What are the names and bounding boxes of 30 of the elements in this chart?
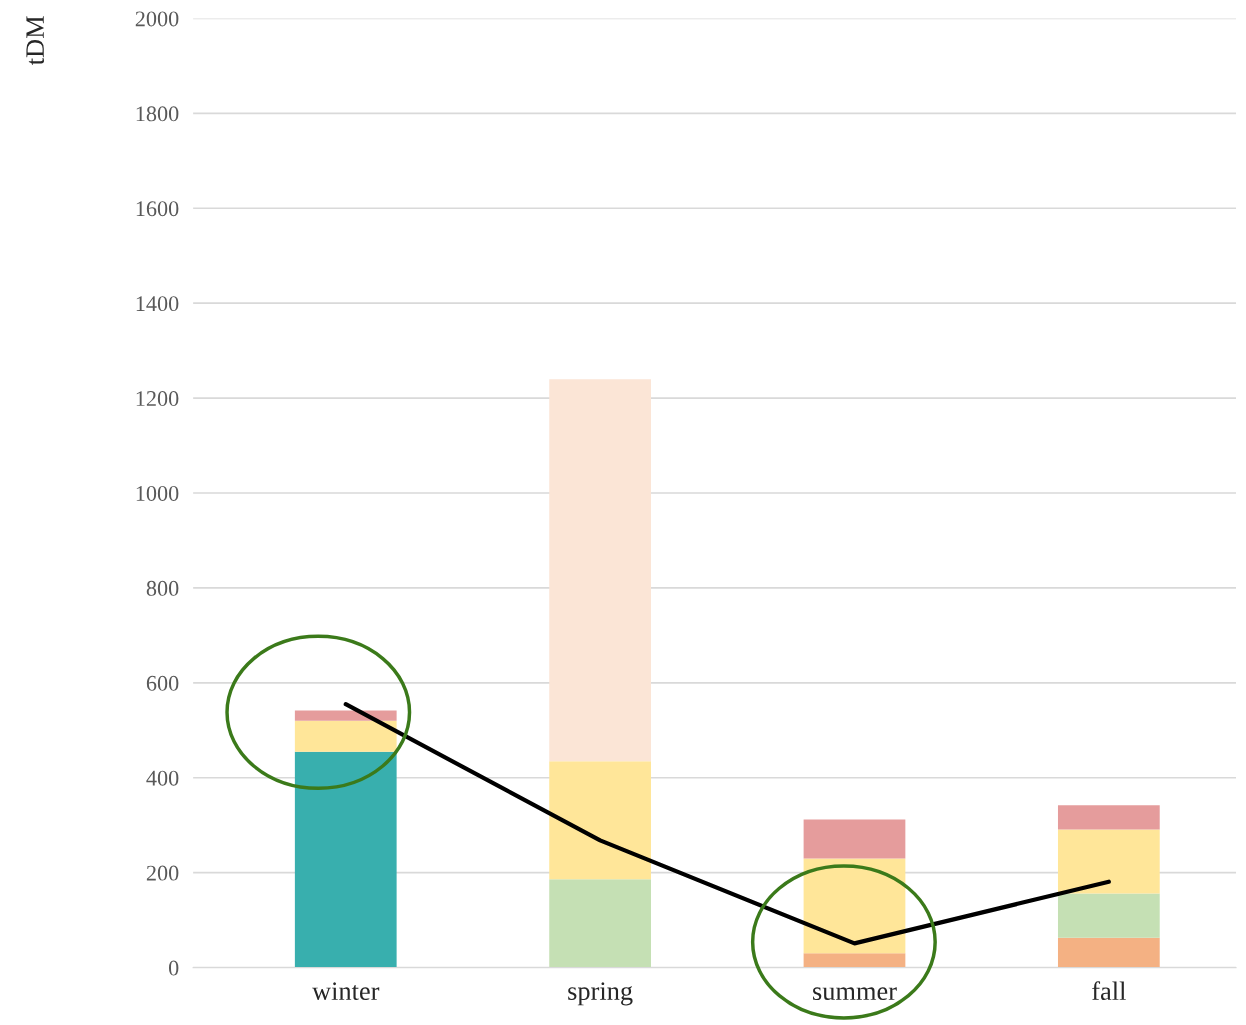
x-tick-label: fall (1092, 981, 1126, 1001)
bar (294, 710, 397, 721)
x-tick-label: spring (568, 982, 633, 1006)
bar (1057, 805, 1160, 830)
bar (549, 761, 651, 880)
x-tick-label: winter (312, 982, 380, 1001)
y-tick-label: 1600 (136, 201, 179, 217)
y-tick-label: 1800 (136, 106, 179, 122)
y-tick-label: 0 (168, 960, 179, 976)
y-axis-title: tDM (26, 16, 44, 65)
bar (549, 879, 651, 968)
y-tick-label: 800 (146, 580, 179, 596)
x-tick-label: summer (813, 987, 897, 1001)
bar (1057, 937, 1160, 968)
bar (1057, 893, 1160, 938)
y-tick-label: 1400 (136, 296, 179, 312)
y-tick-label: 2000 (135, 11, 179, 27)
bar (803, 819, 906, 859)
y-tick-label: 600 (146, 675, 179, 691)
bar (1057, 829, 1160, 894)
y-tick-label: 1200 (136, 391, 179, 407)
bar (294, 720, 397, 752)
bar (803, 858, 906, 954)
bar (803, 953, 906, 968)
y-tick-label: 200 (146, 865, 179, 881)
bar (549, 379, 651, 762)
y-tick-label: 1000 (136, 485, 179, 501)
line-series (343, 702, 1111, 946)
bar (294, 751, 397, 968)
y-tick-label: 400 (146, 770, 179, 786)
